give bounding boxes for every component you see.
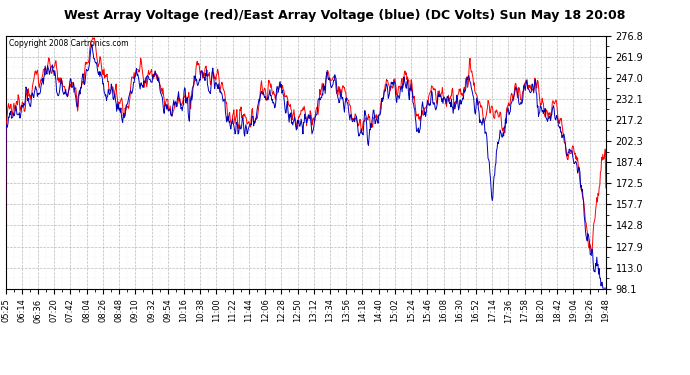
Text: Copyright 2008 Cartronics.com: Copyright 2008 Cartronics.com bbox=[8, 39, 128, 48]
Text: West Array Voltage (red)/East Array Voltage (blue) (DC Volts) Sun May 18 20:08: West Array Voltage (red)/East Array Volt… bbox=[64, 9, 626, 22]
